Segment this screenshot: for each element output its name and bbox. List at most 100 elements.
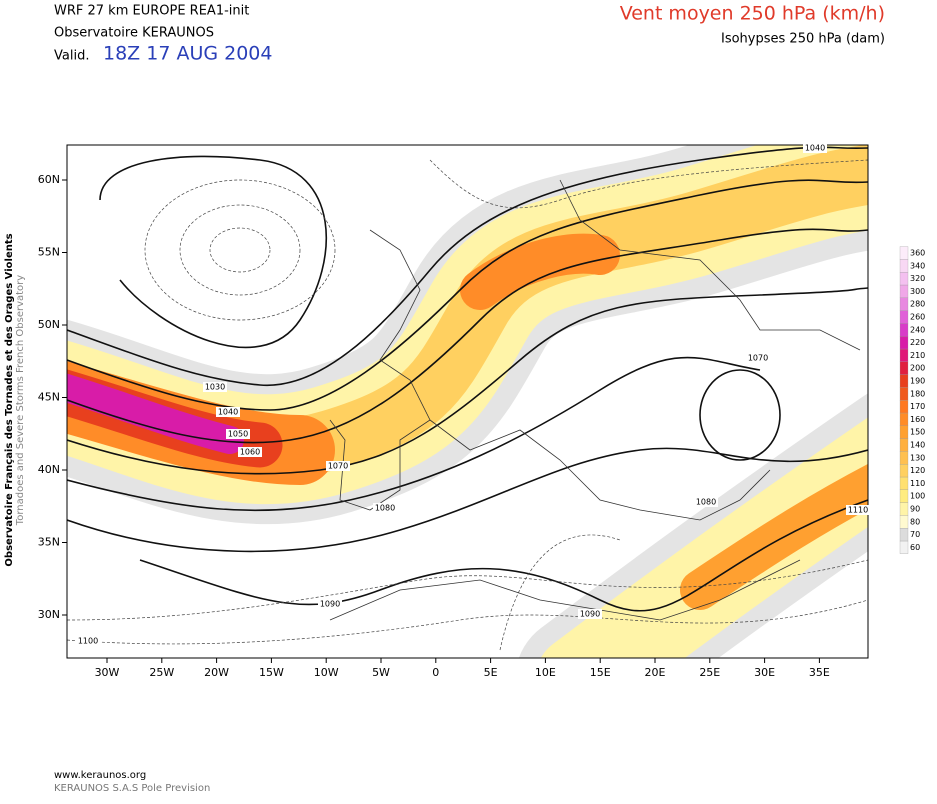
scale-label: 70 xyxy=(910,530,920,539)
scale-label: 90 xyxy=(910,505,920,514)
lon-label: 20E xyxy=(645,666,666,679)
contour-label: 1070 xyxy=(328,462,348,471)
lon-label: 10W xyxy=(314,666,339,679)
lat-label: 60N xyxy=(38,173,60,186)
height-contours xyxy=(67,146,868,651)
scale-label: 130 xyxy=(910,453,925,462)
scale-swatch xyxy=(899,348,909,362)
scale-label: 80 xyxy=(910,517,920,526)
lon-label: 25E xyxy=(699,666,720,679)
side-text: Observatoire Français des Tornades et de… xyxy=(4,233,15,566)
contour-label: 1100 xyxy=(78,637,98,646)
contour-label-box xyxy=(326,461,350,471)
scale-label: 170 xyxy=(910,402,925,411)
lat-label: 50N xyxy=(38,318,60,331)
scale-swatch xyxy=(899,310,909,324)
contour-label-box xyxy=(373,503,397,513)
lat-label: 30N xyxy=(38,608,60,621)
lon-label: 15E xyxy=(590,666,611,679)
lon-label: 10E xyxy=(535,666,556,679)
scale-swatch xyxy=(899,272,909,286)
contour-label-box xyxy=(203,382,227,392)
scale-label: 320 xyxy=(910,274,925,283)
lat-label: 45N xyxy=(38,391,60,404)
scale-label: 110 xyxy=(910,479,925,488)
lon-label: 30E xyxy=(754,666,775,679)
contour-label: 1110 xyxy=(848,506,868,515)
scale-label: 220 xyxy=(910,338,925,347)
contour-label-box xyxy=(694,497,718,507)
scale-swatch xyxy=(899,259,909,273)
footer-company: KERAUNOS S.A.S Pole Prevision xyxy=(54,783,210,794)
scale-swatch xyxy=(899,374,909,388)
lon-label: 5W xyxy=(372,666,390,679)
contour-label: 1060 xyxy=(240,448,260,457)
footer-website: www.keraunos.org xyxy=(54,770,146,781)
jet-stream xyxy=(67,145,868,658)
valid-time: 18Z 17 AUG 2004 xyxy=(103,43,272,65)
side-text: Tornadoes and Severe Storms French Obser… xyxy=(15,275,26,526)
scale-label: 190 xyxy=(910,377,925,386)
scale-label: 360 xyxy=(910,249,925,258)
scale-label: 100 xyxy=(910,492,925,501)
scale-label: 280 xyxy=(910,300,925,309)
lon-label: 20W xyxy=(204,666,229,679)
scale-swatch xyxy=(899,489,909,503)
contour-label: 1080 xyxy=(696,498,716,507)
lon-label: 30W xyxy=(95,666,120,679)
scale-swatch xyxy=(899,400,909,414)
map-frame xyxy=(66,144,869,659)
scale-label: 120 xyxy=(910,466,925,475)
contour-label-box xyxy=(216,407,240,417)
contour-label: 1030 xyxy=(205,383,225,392)
contour-label: 1040 xyxy=(805,144,825,153)
scale-label: 180 xyxy=(910,389,925,398)
contour-label-box xyxy=(226,429,250,439)
scale-swatch xyxy=(899,438,909,452)
lon-label: 25W xyxy=(149,666,174,679)
contour-label: 1080 xyxy=(375,504,395,513)
lon-label: 15W xyxy=(259,666,284,679)
scale-swatch xyxy=(899,246,909,260)
scale-label: 160 xyxy=(910,415,925,424)
scale-label: 200 xyxy=(910,364,925,373)
valid-prefix: Valid. xyxy=(54,49,89,64)
scale-swatch xyxy=(899,323,909,337)
scale-swatch xyxy=(899,464,909,478)
scale-swatch xyxy=(899,336,909,350)
scale-swatch xyxy=(899,297,909,311)
map-title: Vent moyen 250 hPa (km/h) xyxy=(620,3,885,25)
lon-label: 0 xyxy=(432,666,439,679)
lat-label: 40N xyxy=(38,463,60,476)
contour-label-box xyxy=(238,447,262,457)
contour-label-box xyxy=(746,353,770,363)
contour-label-box xyxy=(318,599,342,609)
lon-label: 35E xyxy=(809,666,830,679)
scale-swatch xyxy=(899,425,909,439)
contour-label: 1090 xyxy=(320,600,340,609)
scale-swatch xyxy=(899,412,909,426)
lon-label: 5E xyxy=(484,666,498,679)
scale-label: 210 xyxy=(910,351,925,360)
lat-label: 35N xyxy=(38,536,60,549)
scale-label: 140 xyxy=(910,441,925,450)
lat-label: 55N xyxy=(38,246,60,259)
observatory-label: Observatoire KERAUNOS xyxy=(54,26,214,41)
contour-label: 1090 xyxy=(580,610,600,619)
map-subtitle: Isohypses 250 hPa (dam) xyxy=(721,32,885,47)
contour-label: 1040 xyxy=(218,408,238,417)
scale-swatch xyxy=(899,387,909,401)
contour-label: 1050 xyxy=(228,430,248,439)
model-label: WRF 27 km EUROPE REA1-init xyxy=(54,4,249,19)
contour-label-box xyxy=(846,505,870,515)
scale-swatch xyxy=(899,515,909,529)
scale-label: 150 xyxy=(910,428,925,437)
contour-label-box xyxy=(578,609,602,619)
scale-swatch xyxy=(899,540,909,554)
scale-swatch xyxy=(899,451,909,465)
coastlines xyxy=(329,179,861,621)
scale-label: 60 xyxy=(910,543,920,552)
scale-swatch xyxy=(899,361,909,375)
contour-label-box xyxy=(76,636,100,646)
